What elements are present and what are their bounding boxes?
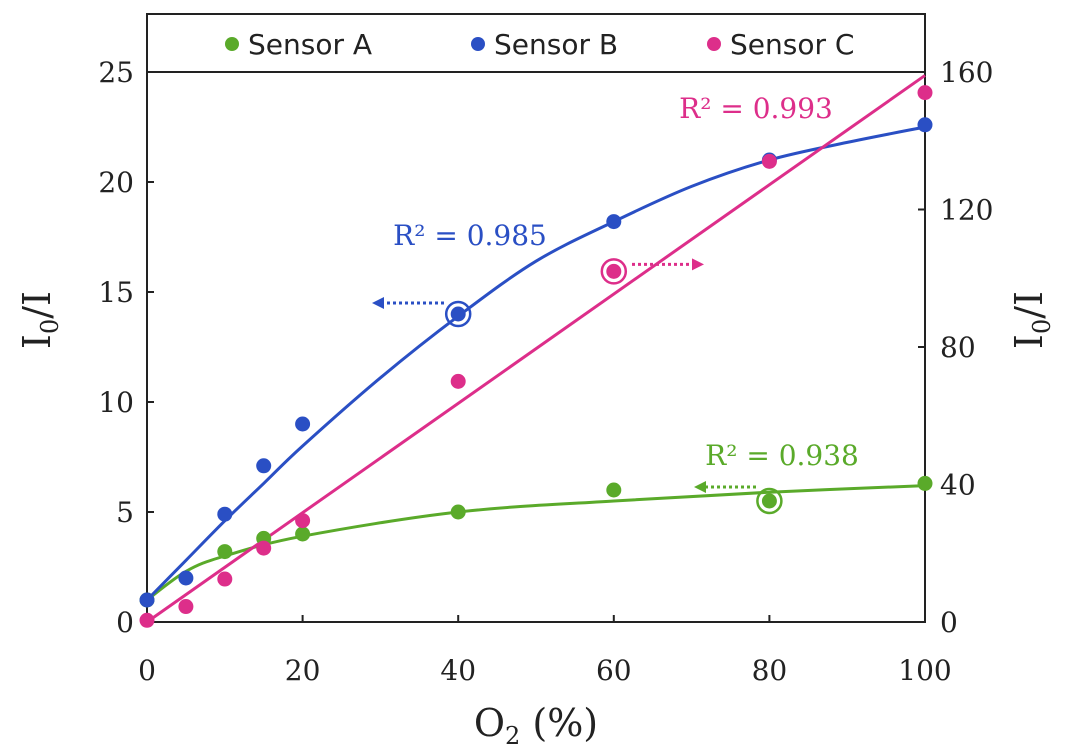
sensor-c-fit-line (146, 74, 926, 624)
y-right-tick-label: 80 (940, 331, 976, 364)
sensor-c-point (295, 513, 311, 529)
sensor-b-point (606, 214, 622, 230)
sensor-a-axis-arrow-head (694, 481, 706, 493)
sensor-c-point (256, 540, 272, 556)
y-left-tick-label: 0 (116, 606, 134, 639)
sensor-c-point (139, 612, 155, 628)
sensor-c-axis-arrow-head (692, 258, 704, 271)
y-right-tick-label: 120 (940, 194, 993, 227)
y-left-tick-label: 20 (98, 166, 134, 199)
sensor-b-axis-marker-ring (444, 300, 472, 328)
x-tick-label: 100 (898, 654, 951, 687)
sensor-c-point (178, 599, 194, 615)
sensor-a-point (917, 475, 933, 491)
legend-label-sensor-a: Sensor A (248, 28, 372, 61)
legend-marker-sensor-b (471, 37, 485, 51)
sensor-c-point (761, 153, 777, 169)
y-axis-title-right: I0/I (1007, 291, 1056, 349)
x-axis-title: O2 (%) (474, 701, 598, 750)
legend-marker-sensor-a (225, 37, 239, 51)
sensor-c-point (217, 571, 233, 587)
sensor-a-point (450, 504, 466, 520)
sensor-a-point (217, 544, 233, 560)
sensor-c-point (450, 373, 466, 389)
x-tick-label: 0 (138, 654, 156, 687)
sensor-a-point (761, 493, 777, 509)
sensor-b-point (295, 416, 311, 432)
sensor-b-point (256, 458, 272, 474)
y-right-tick-label: 40 (940, 469, 976, 502)
sensor-a-point (295, 526, 311, 542)
sensor-b-fit-line (145, 125, 926, 602)
y-left-tick-label: 5 (116, 496, 134, 529)
x-tick-label: 20 (285, 654, 321, 687)
y-right-tick-label: 0 (940, 606, 958, 639)
y-right-tick-label: 160 (940, 56, 993, 89)
sensor-c-axis-marker-ring (600, 258, 628, 285)
sensor-c-point (606, 263, 622, 279)
sensor-b-point (450, 306, 466, 322)
sensor-b-point (178, 570, 194, 586)
y-left-tick-label: 10 (98, 386, 134, 419)
x-tick-label: 40 (440, 654, 476, 687)
y-left-tick-label: 25 (98, 56, 134, 89)
sensor-a-axis-marker-ring (756, 487, 783, 515)
sensor-b-axis-arrow-head (372, 297, 384, 309)
y-axis-title-left: I0/I (15, 291, 64, 349)
legend-label-sensor-b: Sensor B (494, 28, 618, 61)
x-tick-label: 60 (596, 654, 632, 687)
sensor-b-point (917, 117, 933, 133)
sensor-b-point (139, 592, 155, 608)
legend: Sensor A Sensor B Sensor C (225, 28, 854, 61)
sensor-c-point (917, 85, 933, 101)
legend-marker-sensor-c (707, 37, 721, 51)
sensor-b-point (217, 506, 233, 522)
sensor-a-r2-label: R² = 0.938 (705, 439, 859, 472)
y-left-tick-label: 15 (98, 276, 134, 309)
plot-frame (146, 13, 926, 623)
sensor-c-r2-label: R² = 0.993 (679, 92, 833, 125)
legend-label-sensor-c: Sensor C (730, 28, 854, 61)
sensor-a-point (606, 482, 622, 498)
x-tick-label: 80 (752, 654, 788, 687)
sensor-b-r2-label: R² = 0.985 (393, 219, 547, 252)
